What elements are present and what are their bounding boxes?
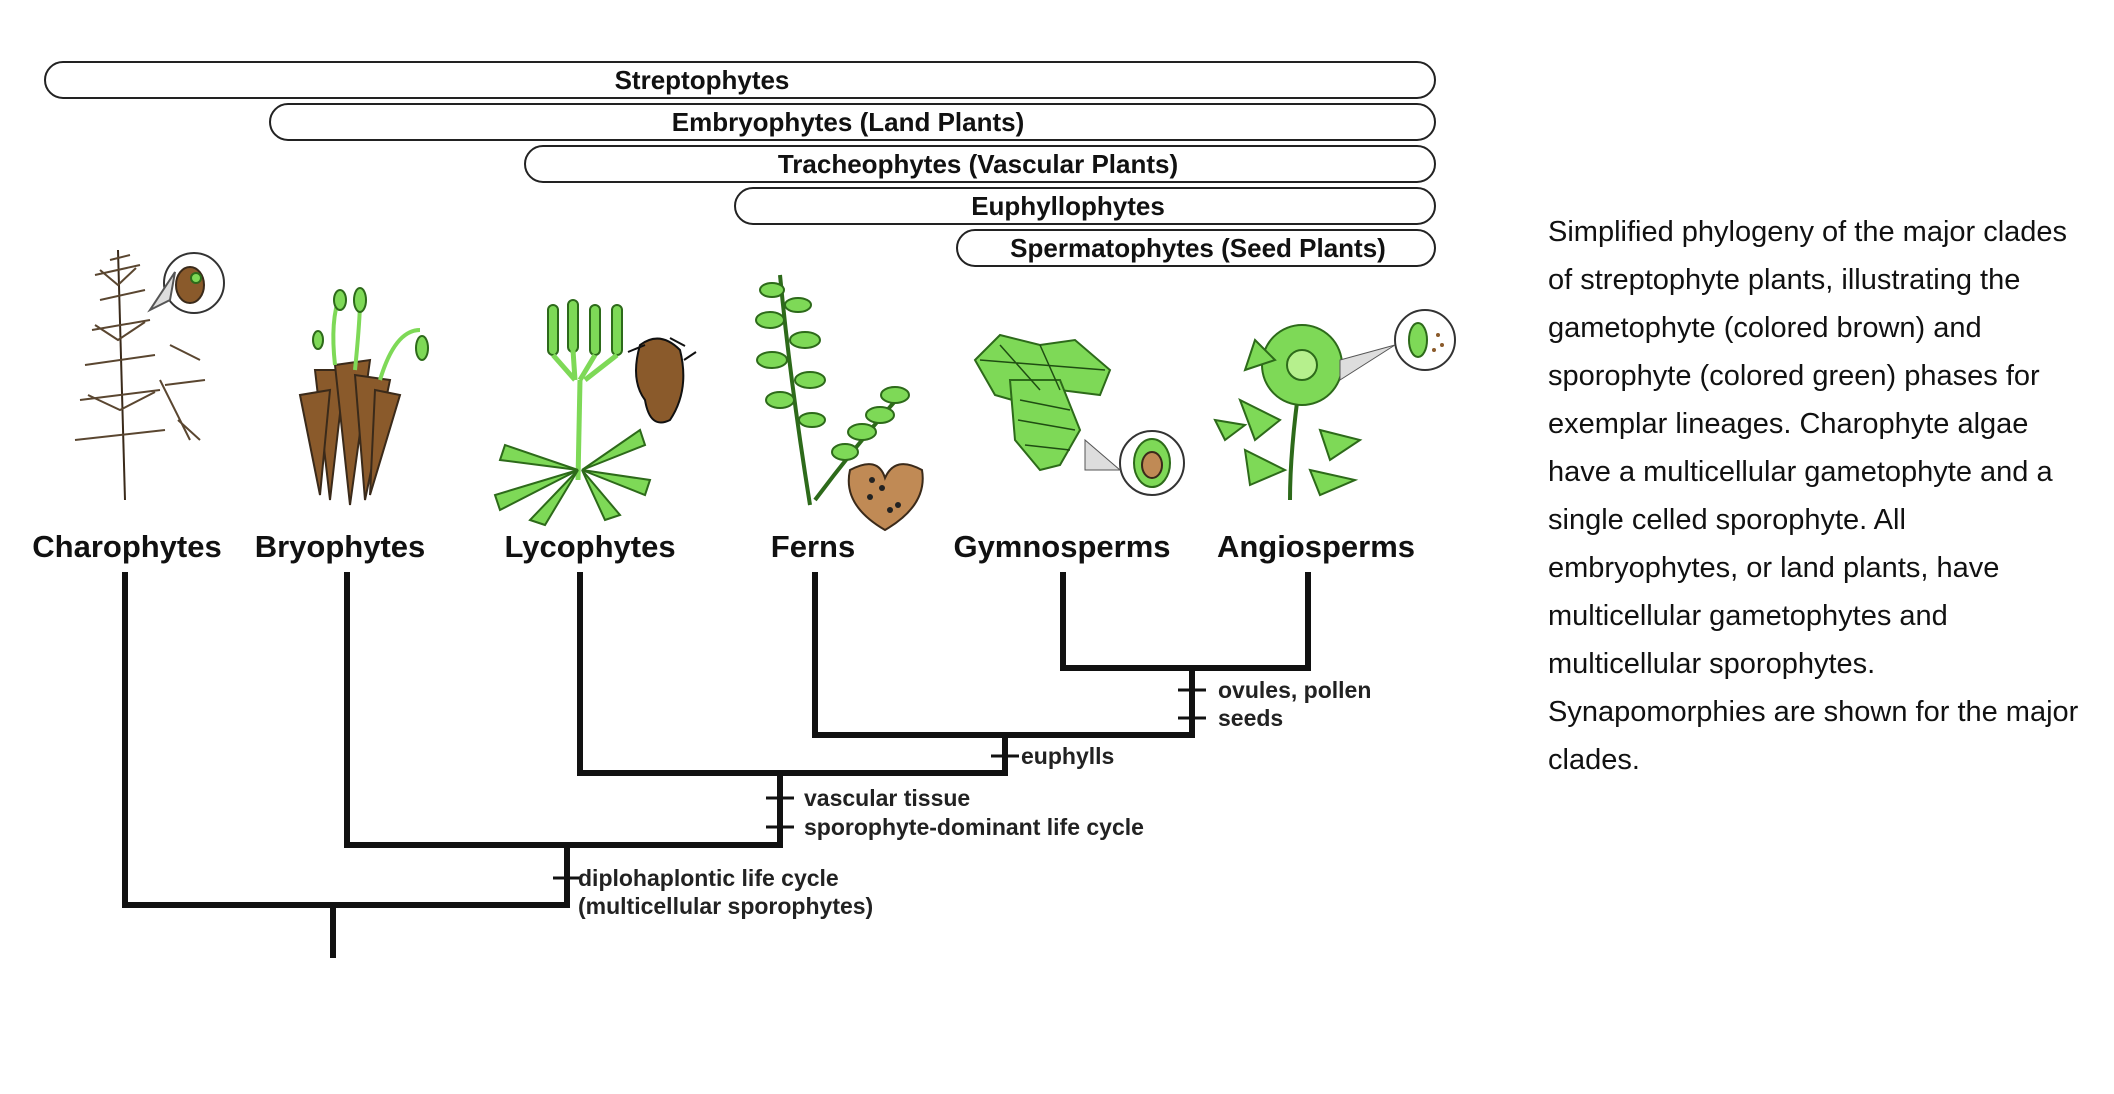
gymnosperm-illustration bbox=[973, 333, 1185, 496]
phylogenetic-tree bbox=[122, 572, 1311, 958]
lycophyte-illustration bbox=[493, 299, 697, 527]
clade-bar-tracheophytes: Tracheophytes (Vascular Plants) bbox=[524, 145, 1436, 183]
clade-bar-embryophytes: Embryophytes (Land Plants) bbox=[269, 103, 1436, 141]
angiosperm-illustration bbox=[1213, 309, 1456, 501]
bryophyte-illustration bbox=[298, 287, 429, 506]
synapomorphy-multicellular-sporophytes: (multicellular sporophytes) bbox=[578, 893, 873, 919]
taxon-label-lycophytes: Lycophytes bbox=[504, 529, 675, 564]
taxon-label-bryophytes: Bryophytes bbox=[255, 529, 426, 564]
taxon-label-gymnosperms: Gymnosperms bbox=[953, 529, 1170, 564]
svg-text:Euphyllophytes: Euphyllophytes bbox=[971, 191, 1165, 221]
synapomorphy-vascular-tissue: vascular tissue bbox=[804, 785, 970, 811]
synapomorphy-diplohaplontic: diplohaplontic life cycle bbox=[578, 865, 839, 891]
clade-bar-euphyllophytes: Euphyllophytes bbox=[734, 187, 1436, 225]
svg-text:Spermatophytes (Seed Plants): Spermatophytes (Seed Plants) bbox=[1010, 233, 1386, 263]
taxon-label-ferns: Ferns bbox=[771, 529, 855, 564]
synapomorphy-ovules-pollen: ovules, pollen bbox=[1218, 677, 1371, 703]
taxon-label-angiosperms: Angiosperms bbox=[1217, 529, 1415, 564]
svg-text:Tracheophytes (Vascular Plants: Tracheophytes (Vascular Plants) bbox=[778, 149, 1178, 179]
taxon-label-charophytes: Charophytes bbox=[32, 529, 221, 564]
clade-bar-streptophytes: Streptophytes bbox=[44, 61, 1436, 99]
phylogeny-figure: Streptophytes Embryophytes (Land Plants)… bbox=[32, 61, 1456, 958]
figure-caption: Simplified phylogeny of the major clades… bbox=[1548, 216, 2079, 776]
clade-bar-spermatophytes: Spermatophytes (Seed Plants) bbox=[956, 229, 1436, 267]
charophyte-illustration bbox=[74, 249, 225, 501]
synapomorphy-sporophyte-dominant: sporophyte-dominant life cycle bbox=[804, 814, 1144, 840]
synapomorphy-euphylls: euphylls bbox=[1021, 743, 1114, 769]
synapomorphy-seeds: seeds bbox=[1218, 705, 1283, 731]
svg-text:Streptophytes: Streptophytes bbox=[615, 65, 790, 95]
svg-text:Embryophytes (Land Plants): Embryophytes (Land Plants) bbox=[672, 107, 1025, 137]
fern-illustration bbox=[755, 274, 924, 532]
synapomorphy-ticks bbox=[553, 688, 1206, 880]
